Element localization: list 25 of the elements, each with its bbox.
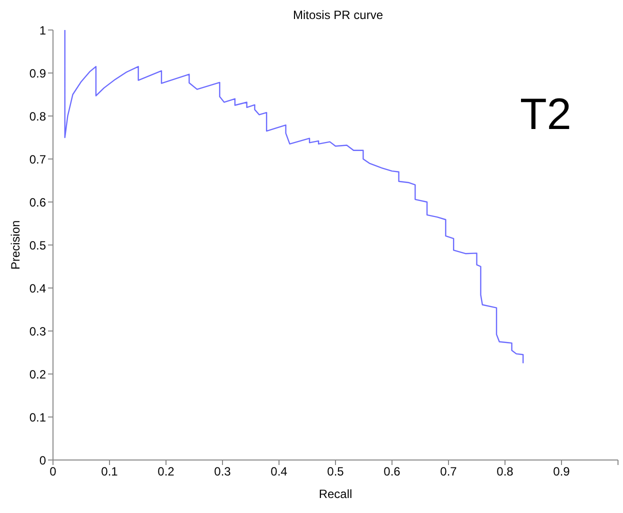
x-tick-label: 0.7 [440, 464, 458, 479]
y-tick-label: 0.4 [29, 281, 46, 296]
x-tick-label: 0.4 [270, 464, 288, 479]
x-tick-label: 0.9 [553, 464, 570, 479]
y-tick-label: 0.3 [29, 324, 46, 338]
y-tick-label: 0.5 [29, 238, 46, 252]
y-tick-label: 0 [39, 453, 46, 468]
y-tick-label: 0.7 [29, 152, 46, 166]
x-tick-label: 0 [50, 464, 57, 479]
y-tick-label: 0.2 [29, 367, 46, 382]
x-tick-label: 0.8 [496, 464, 514, 479]
y-tick-label: 0.1 [29, 410, 46, 424]
y-axis-title: Precision [8, 220, 22, 270]
y-tick-label: 1 [39, 23, 46, 38]
annotation: T2 [520, 90, 572, 140]
x-tick-label: 0.1 [101, 464, 118, 479]
chart-title: Mitosis PR curve [292, 8, 384, 22]
y-tick-label: 0.6 [29, 195, 46, 210]
x-tick-label: 0.6 [384, 464, 401, 479]
x-axis-title: Recall [318, 487, 352, 501]
y-tick-label: 0.9 [29, 66, 46, 80]
y-tick-label: 0.8 [29, 109, 46, 124]
x-tick-label: 0.3 [214, 464, 232, 479]
x-tick-label: 0.2 [158, 464, 175, 479]
x-tick-label: 0.5 [327, 464, 344, 479]
